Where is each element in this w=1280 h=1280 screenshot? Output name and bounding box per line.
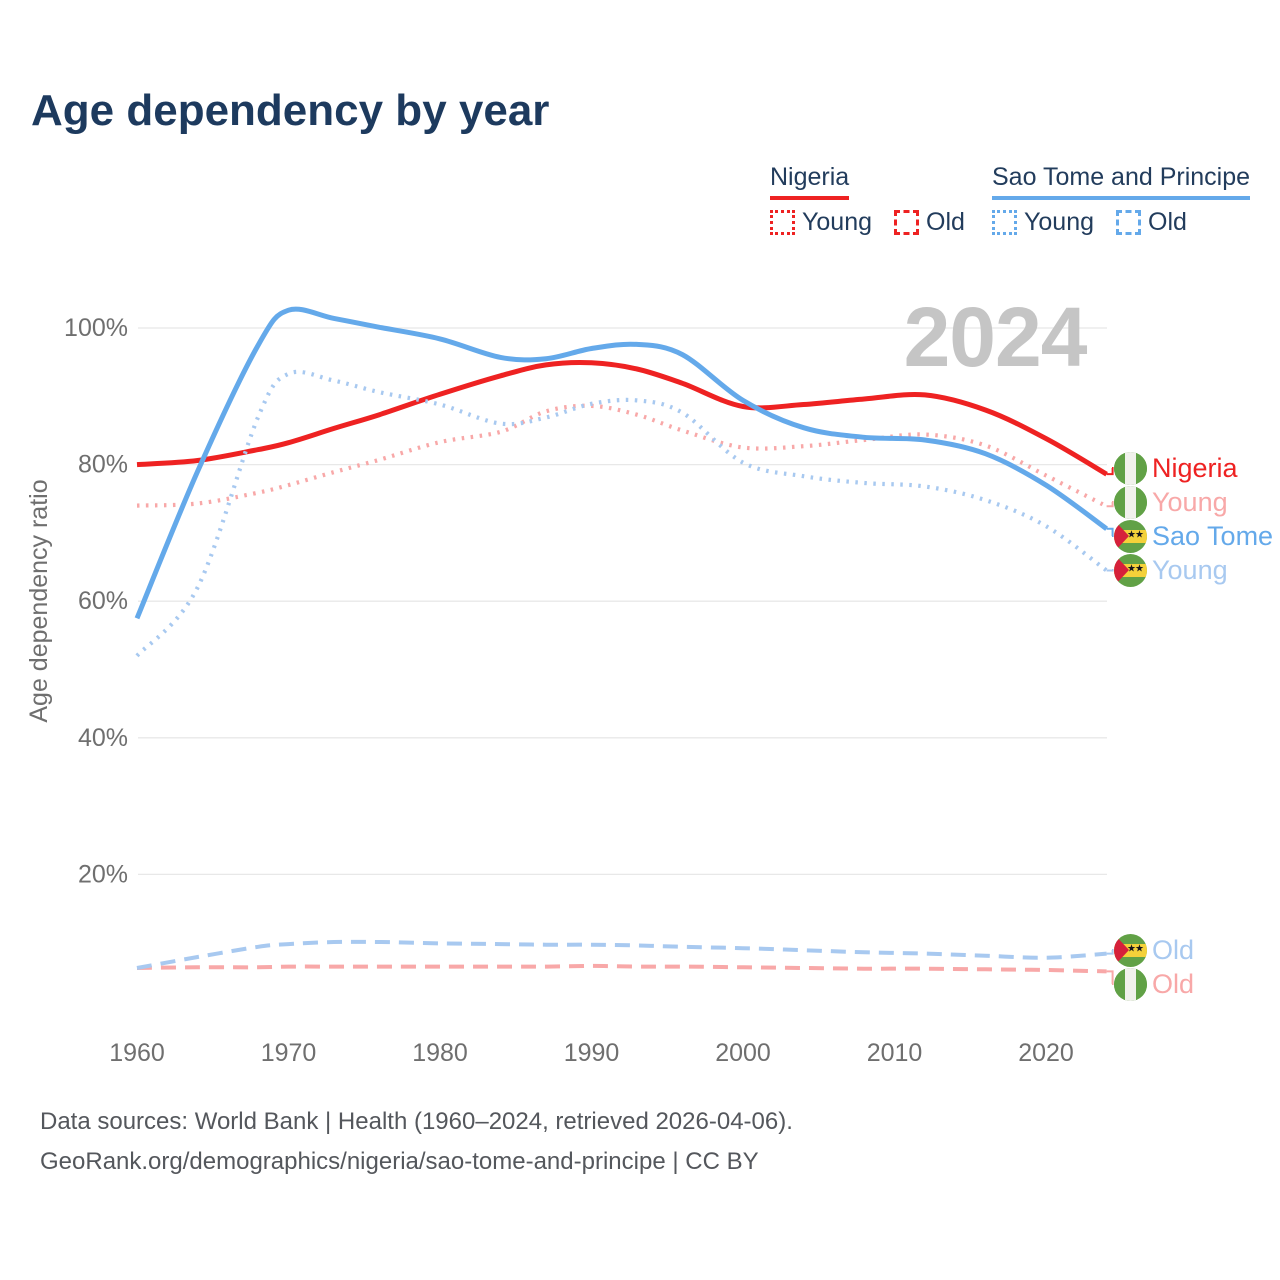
page-title: Age dependency by year	[31, 86, 550, 135]
x-tick-label-2020: 2020	[1018, 1039, 1074, 1067]
legend-label-sao-tome-young: Young	[1024, 208, 1094, 236]
y-tick-label-60: 60%	[78, 587, 128, 615]
legend-country-sao-tome: Sao Tome and Principe	[992, 163, 1251, 200]
x-tick-label-2000: 2000	[715, 1039, 771, 1067]
legend-label-nigeria-old: Old	[926, 208, 965, 236]
y-tick-label-40: 40%	[78, 724, 128, 752]
legend-swatch-sao-tome-young-icon	[992, 210, 1017, 235]
x-tick-label-1970: 1970	[261, 1039, 317, 1067]
x-tick-label-1980: 1980	[412, 1039, 468, 1067]
y-axis-title: Age dependency ratio	[25, 479, 53, 722]
legend-swatch-sao-tome-old-icon	[1116, 210, 1141, 235]
series-line-saotome-young	[135, 369, 1108, 658]
series-line-saotome-total	[134, 306, 1109, 620]
chart-footer: Data sources: World Bank | Health (1960–…	[40, 1102, 793, 1182]
attribution-text: GeoRank.org/demographics/nigeria/sao-tom…	[40, 1148, 759, 1175]
legend-swatch-nigeria-young-icon	[770, 210, 795, 235]
legend-swatch-nigeria-old-icon	[894, 210, 919, 235]
series-line-nigeria-total	[136, 360, 1108, 477]
series-line-nigeria-old	[136, 963, 1107, 974]
label-connector-nigeria-young	[1106, 501, 1114, 508]
data-sources-text: Data sources: World Bank | Health (1960–…	[40, 1108, 793, 1135]
legend-group-sao-tome: Sao Tome and Principe Young Old	[992, 163, 1251, 237]
y-tick-label-100: 100%	[64, 314, 128, 342]
year-watermark: 2024	[904, 290, 1088, 384]
legend-label-sao-tome-old: Old	[1148, 208, 1187, 236]
y-tick-label-80: 80%	[78, 451, 128, 479]
legend-group-nigeria: Nigeria Young Old	[770, 163, 987, 237]
series-line-saotome-old	[136, 939, 1107, 970]
legend-country-nigeria: Nigeria	[770, 163, 850, 200]
legend-label-nigeria-young: Young	[802, 208, 872, 236]
label-connector-nigeria-old	[1106, 970, 1114, 985]
label-connector-saotome-total	[1106, 527, 1114, 537]
label-connector-nigeria-total	[1106, 467, 1114, 476]
label-connector-saotome-old	[1106, 949, 1114, 955]
x-tick-label-1990: 1990	[564, 1039, 620, 1067]
y-tick-label-20: 20%	[78, 860, 128, 888]
x-tick-label-2010: 2010	[867, 1039, 923, 1067]
x-tick-label-1960: 1960	[109, 1039, 165, 1067]
series-line-nigeria-young	[136, 403, 1108, 509]
